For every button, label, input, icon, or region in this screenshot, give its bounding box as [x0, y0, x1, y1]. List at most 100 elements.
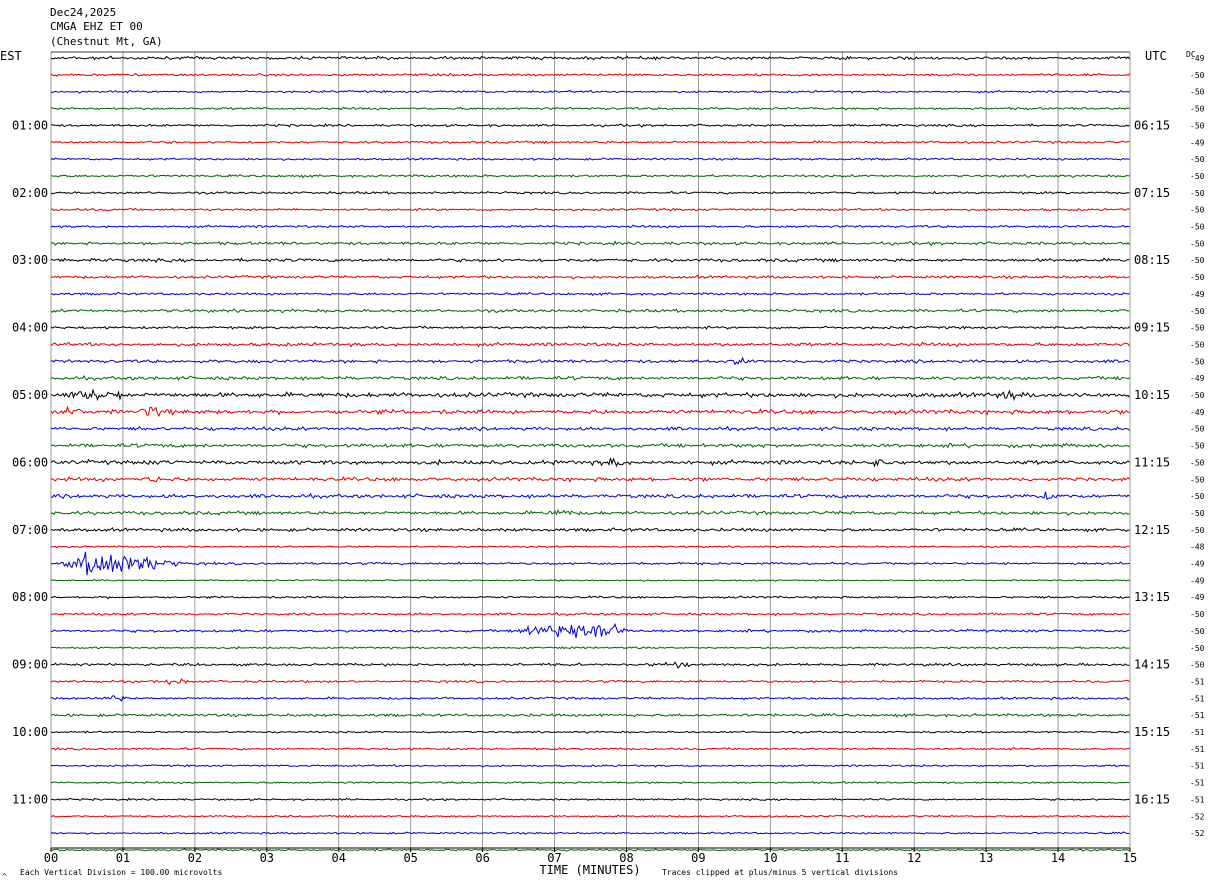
dc-offset-label: -50 — [1190, 239, 1205, 248]
dc-offset-label: -48 — [1190, 543, 1205, 552]
x-tick-label: 09 — [691, 851, 705, 865]
trace-23 — [50, 442, 1130, 449]
x-tick-label: 01 — [116, 851, 130, 865]
right-hour-label: 10:15 — [1134, 388, 1170, 402]
dc-offset-label: -50 — [1190, 121, 1205, 130]
trace-11 — [50, 240, 1130, 247]
header-date: Dec24,2025 — [50, 6, 116, 19]
trace-3 — [50, 106, 1130, 111]
right-hour-label: 09:15 — [1134, 321, 1170, 335]
scale-note: Each Vertical Division = 100.00 microvol… — [20, 868, 222, 877]
trace-39 — [50, 712, 1130, 718]
dc-offset-label: -50 — [1190, 172, 1205, 181]
right-hour-label: 15:15 — [1134, 725, 1170, 739]
trace-22 — [50, 425, 1130, 432]
dc-offset-label: -50 — [1190, 71, 1205, 80]
trace-46 — [50, 831, 1130, 835]
trace-35 — [50, 645, 1130, 650]
trace-0 — [50, 55, 1130, 61]
trace-47 — [50, 848, 1130, 852]
corner-mark: ^ — [2, 872, 7, 881]
right-hour-label: 07:15 — [1134, 186, 1170, 200]
dc-offset-label: -51 — [1190, 795, 1205, 804]
left-timezone-label: EST — [0, 49, 22, 63]
trace-8 — [50, 190, 1130, 195]
trace-15 — [50, 308, 1130, 314]
dc-offset-labels: -49 -50 -50 -50 -50 -49 -50 -50 -50 -50 -50 -50 -50 -… — [1190, 54, 1205, 838]
right-hour-label: 06:15 — [1134, 118, 1170, 132]
trace-41 — [50, 747, 1130, 751]
dc-offset-label: -51 — [1190, 694, 1205, 703]
x-axis-title: TIME (MINUTES) — [539, 863, 640, 877]
x-tick-label: 12 — [907, 851, 921, 865]
header-station: CMGA EHZ ET 00 — [50, 20, 143, 33]
trace-21 — [50, 405, 1130, 417]
dc-offset-label: -51 — [1190, 762, 1205, 771]
trace-13 — [50, 274, 1130, 280]
dc-offset-label: -50 — [1190, 88, 1205, 97]
dc-offset-label: -50 — [1190, 155, 1205, 164]
trace-7 — [51, 173, 1130, 179]
trace-37 — [50, 678, 1130, 686]
left-hour-label: 09:00 — [12, 658, 48, 672]
dc-offset-label: -49 — [1190, 560, 1205, 569]
trace-12 — [50, 257, 1130, 264]
trace-36 — [50, 661, 1130, 669]
trace-34 — [50, 623, 1130, 639]
dc-offset-label: -50 — [1190, 189, 1205, 198]
dc-offset-label: -50 — [1190, 391, 1205, 400]
dc-offset-label: -50 — [1190, 357, 1205, 366]
x-tick-label: 05 — [403, 851, 417, 865]
dc-offset-label: -52 — [1190, 829, 1205, 838]
trace-27 — [50, 509, 1130, 516]
dc-offset-label: -50 — [1190, 105, 1205, 114]
trace-25 — [50, 476, 1130, 483]
dc-offset-label: -51 — [1190, 779, 1205, 788]
trace-32 — [50, 595, 1130, 600]
left-hour-label: 01:00 — [12, 118, 48, 132]
right-hour-label: 13:15 — [1134, 590, 1170, 604]
trace-28 — [50, 527, 1130, 533]
dc-offset-label: -50 — [1190, 223, 1205, 232]
right-hour-label: 08:15 — [1134, 253, 1170, 267]
trace-40 — [50, 730, 1130, 734]
trace-10 — [50, 224, 1130, 229]
x-tick-label: 14 — [1051, 851, 1065, 865]
dc-offset-label: -51 — [1190, 745, 1205, 754]
dc-offset-label: -51 — [1190, 728, 1205, 737]
left-hour-label: 07:00 — [12, 523, 48, 537]
dc-offset-label: -50 — [1190, 425, 1205, 434]
dc-offset-label: -50 — [1190, 340, 1205, 349]
dc-offset-label: -50 — [1190, 492, 1205, 501]
dc-offset-label: -49 — [1190, 593, 1205, 602]
trace-38 — [50, 695, 1130, 702]
trace-2 — [50, 89, 1130, 94]
dc-offset-label: -50 — [1190, 644, 1205, 653]
dc-offset-label: -50 — [1190, 475, 1205, 484]
trace-42 — [50, 763, 1130, 768]
right-hour-label: 16:15 — [1134, 792, 1170, 806]
x-tick-label: 08 — [619, 851, 633, 865]
trace-43 — [50, 780, 1130, 785]
dc-column-label: DC — [1186, 50, 1196, 59]
clip-note: Traces clipped at plus/minus 5 vertical … — [662, 868, 898, 877]
x-tick-label: 00 — [44, 851, 58, 865]
trace-24 — [50, 457, 1130, 468]
right-hour-labels: 06:15 07:15 08:15 09:15 10:15 11:15 12:15 13:15… — [1134, 118, 1170, 806]
x-tick-label: 03 — [260, 851, 274, 865]
trace-14 — [50, 291, 1130, 297]
dc-offset-label: -52 — [1190, 812, 1205, 821]
trace-26 — [50, 491, 1130, 501]
dc-offset-label: -49 — [1190, 54, 1205, 63]
dc-offset-label: -50 — [1190, 273, 1205, 282]
dc-offset-label: -50 — [1190, 526, 1205, 535]
left-hour-label: 04:00 — [12, 321, 48, 335]
x-tick-label: 15 — [1123, 851, 1137, 865]
trace-17 — [50, 341, 1130, 348]
x-tick-label: 02 — [188, 851, 202, 865]
trace-45 — [50, 814, 1130, 818]
trace-18 — [50, 356, 1130, 366]
left-hour-label: 10:00 — [12, 725, 48, 739]
dc-offset-label: -51 — [1190, 711, 1205, 720]
